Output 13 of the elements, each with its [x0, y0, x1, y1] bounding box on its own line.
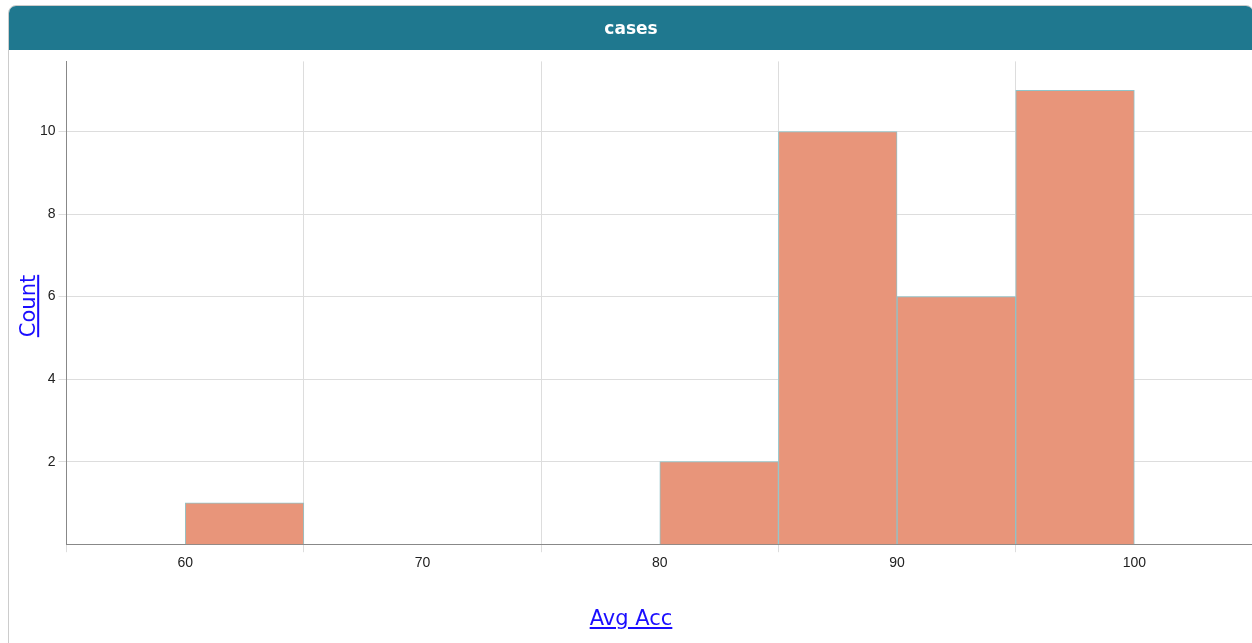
- y-tick-label: 10: [39, 122, 56, 139]
- x-tick-label: 80: [652, 554, 668, 571]
- x-tick-label: 90: [889, 554, 906, 571]
- x-tick-label: 70: [414, 554, 431, 571]
- x-tick-label: 100: [1122, 554, 1147, 571]
- y-tick-label: 8: [47, 204, 56, 221]
- y-tick-label: 4: [47, 370, 56, 386]
- x-tick-label: 60: [177, 554, 194, 571]
- x-axis-title: Avg Acc: [588, 606, 674, 630]
- chart-title: cases: [9, 6, 1252, 50]
- y-tick-label: 6: [47, 287, 56, 304]
- y-axis-title: Count: [16, 274, 40, 338]
- y-tick-label: 2: [47, 452, 56, 469]
